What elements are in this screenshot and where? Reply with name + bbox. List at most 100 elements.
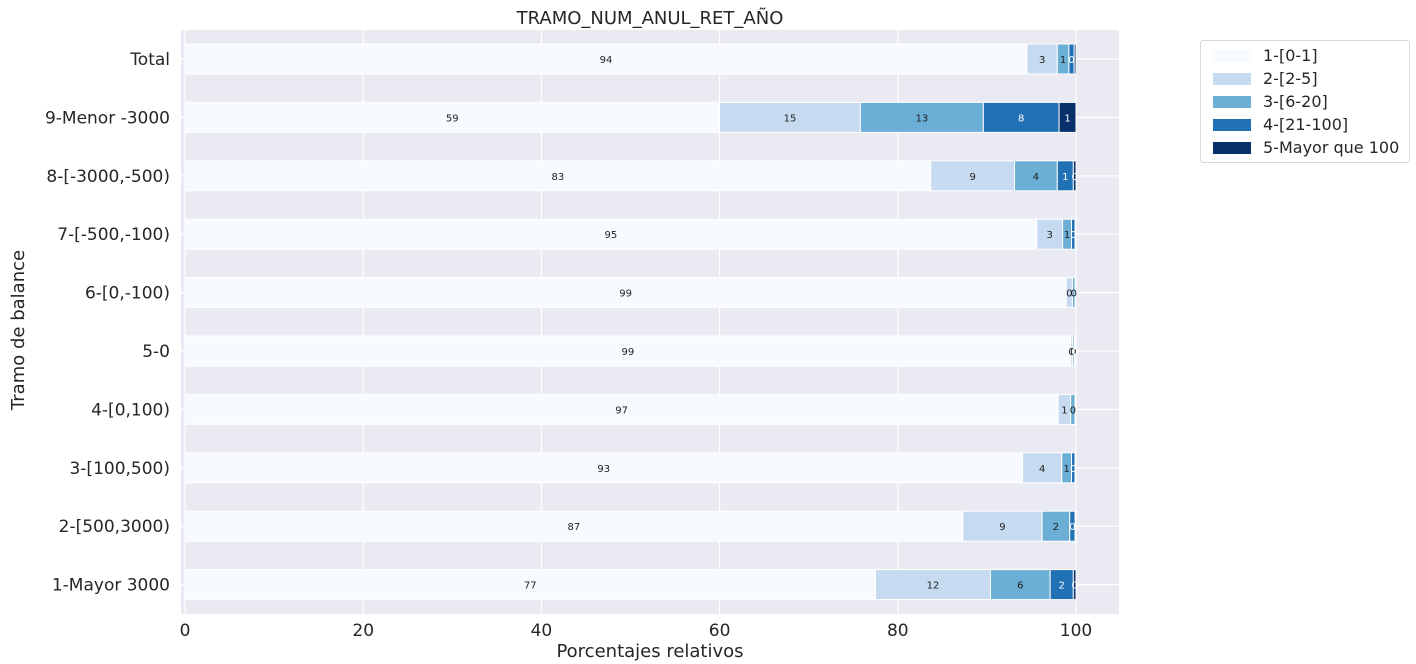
- bar-value-label: 1: [1061, 405, 1067, 416]
- bar-segment: [1036, 218, 1064, 250]
- legend-item: 1-[0-1]: [1201, 44, 1409, 67]
- x-tick-label: 60: [709, 621, 731, 641]
- bar-value-label: 0: [1071, 172, 1077, 183]
- bar-segment: [1074, 393, 1077, 425]
- y-tick-label: 5-0: [142, 342, 170, 362]
- legend-item: 2-[2-5]: [1201, 67, 1409, 90]
- legend-label: 3-[6-20]: [1263, 92, 1328, 111]
- bar-segment: [989, 569, 1051, 601]
- legend-item: 3-[6-20]: [1201, 90, 1409, 113]
- bar-segment: [184, 43, 1028, 75]
- bar-value-label: 77: [524, 581, 537, 592]
- bar-value-label: 15: [784, 113, 797, 124]
- bar-segment: [875, 569, 991, 601]
- y-tick-label: 6-[0,-100): [85, 284, 170, 304]
- bar-segment: [1072, 160, 1077, 192]
- bar-value-label: 6: [1017, 581, 1023, 592]
- bar-value-label: 94: [600, 55, 613, 66]
- bar-value-label: 0: [1068, 347, 1074, 358]
- x-tick-label: 100: [1060, 621, 1092, 641]
- x-tick-label: 0: [180, 621, 191, 641]
- bar-value-label: 9: [969, 172, 975, 183]
- bar-segment: [982, 101, 1060, 133]
- bar-value-label: 59: [446, 113, 459, 124]
- legend-label: 2-[2-5]: [1263, 69, 1318, 88]
- bar-value-label: 1: [1064, 113, 1070, 124]
- legend-swatch: [1213, 118, 1251, 131]
- legend-label: 5-Mayor que 100: [1263, 138, 1400, 157]
- bar-segment: [1074, 218, 1077, 250]
- bar-value-label: 1: [1062, 172, 1068, 183]
- bar-value-label: 97: [615, 405, 628, 416]
- bar-value-label: 0: [1070, 347, 1076, 358]
- bar-value-label: 3: [1047, 230, 1053, 241]
- y-tick-label: 7-[-500,-100): [57, 225, 170, 245]
- y-axis-label: Tramo de balance: [8, 250, 29, 411]
- bar-value-label: 0: [1069, 522, 1075, 533]
- bar-segment: [184, 393, 1059, 425]
- bar-segment: [184, 218, 1038, 250]
- legend-label: 4-[21-100]: [1263, 115, 1349, 134]
- bar-value-label: 0: [1070, 405, 1076, 416]
- bar-value-label: 0: [1071, 289, 1077, 300]
- bar-segment: [719, 101, 861, 133]
- y-tick-label: 3-[100,500): [69, 459, 170, 479]
- bar-segment: [1072, 569, 1077, 601]
- bar-value-label: 0: [1068, 55, 1074, 66]
- bar-segment: [1073, 43, 1077, 75]
- bar-value-label: 1: [1064, 230, 1070, 241]
- bar-segment: [184, 452, 1024, 484]
- bar-value-label: 95: [605, 230, 618, 241]
- bar-segment: [184, 335, 1072, 367]
- legend-item: 5-Mayor que 100: [1201, 136, 1409, 159]
- legend-item: 4-[21-100]: [1201, 113, 1409, 136]
- y-tick-label: 8-[-3000,-500): [46, 167, 170, 187]
- bar-segment: [184, 101, 721, 133]
- bar-segment: [184, 160, 932, 192]
- bar-value-label: 0: [1071, 581, 1077, 592]
- bar-value-label: 0: [1071, 347, 1077, 358]
- bar-value-label: 4: [1039, 464, 1045, 475]
- legend-swatch: [1213, 72, 1251, 85]
- legend: 1-[0-1] 2-[2-5] 3-[6-20] 4-[21-100] 5-Mayor …: [1200, 40, 1410, 163]
- bar-segment: [1058, 101, 1077, 133]
- bar-value-label: 8: [1018, 113, 1024, 124]
- bar-segment: [184, 277, 1067, 309]
- legend-swatch: [1213, 141, 1251, 154]
- bar-segment: [1074, 277, 1077, 309]
- bar-segment: [1026, 43, 1058, 75]
- bar-value-label: 83: [552, 172, 565, 183]
- bar-value-label: 99: [621, 347, 634, 358]
- bar-value-label: 87: [568, 522, 581, 533]
- bar-value-label: 9: [999, 522, 1005, 533]
- bar-value-label: 12: [927, 581, 940, 592]
- bar-value-label: 4: [1033, 172, 1039, 183]
- bar-value-label: 1: [1063, 464, 1069, 475]
- x-axis-label: Porcentajes relativos: [556, 641, 743, 662]
- bar-segment: [1074, 510, 1077, 542]
- bar-value-label: 0: [1072, 347, 1078, 358]
- y-tick-label: 9-Menor -3000: [45, 108, 170, 128]
- bar-segment: [962, 510, 1043, 542]
- bar-segment: [1041, 510, 1071, 542]
- bar-segment: [1074, 335, 1077, 367]
- bar-value-label: 0: [1066, 289, 1072, 300]
- legend-swatch: [1213, 49, 1251, 62]
- bar-segment: [184, 569, 877, 601]
- legend-label: 1-[0-1]: [1263, 46, 1318, 65]
- x-tick-label: 40: [531, 621, 553, 641]
- bar-value-label: 0: [1070, 464, 1076, 475]
- bar-value-label: 0: [1070, 230, 1076, 241]
- bar-value-label: 2: [1059, 581, 1065, 592]
- y-tick-label: 4-[0,100): [91, 400, 170, 420]
- bar-segment: [1014, 160, 1058, 192]
- chart-title: TRAMO_NUM_ANUL_RET_AÑO: [516, 7, 784, 29]
- bars-group: [184, 43, 1077, 601]
- bar-value-label: 3: [1039, 55, 1045, 66]
- legend-swatch: [1213, 95, 1251, 108]
- y-tick-label: Total: [129, 50, 170, 70]
- x-tick-label: 20: [352, 621, 374, 641]
- y-tick-labels: Total 9-Menor -3000 8-[-3000,-500) 7-[-500,…: [45, 50, 170, 596]
